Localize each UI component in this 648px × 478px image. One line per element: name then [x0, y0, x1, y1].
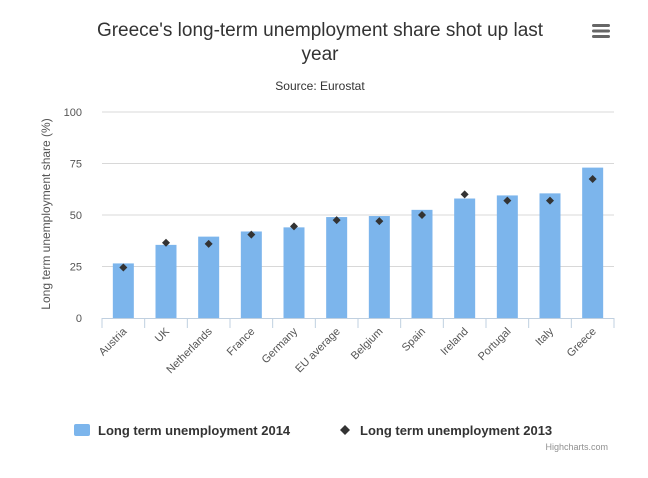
bar-uk[interactable]: [155, 244, 177, 318]
y-tick-label: 75: [70, 159, 82, 171]
x-tick-label: Portugal: [476, 326, 513, 363]
bar-italy[interactable]: [539, 193, 561, 318]
bar-greece[interactable]: [582, 167, 604, 318]
chart-title-line-2: year: [302, 44, 340, 65]
marker-austria[interactable]: [119, 263, 128, 272]
x-tick-label: Italy: [533, 325, 556, 348]
x-tick-label: Netherlands: [164, 325, 215, 376]
marker-belgium[interactable]: [375, 217, 384, 226]
bar-portugal[interactable]: [496, 195, 518, 318]
credits-link[interactable]: Highcharts.com: [545, 442, 608, 452]
bar-belgium[interactable]: [368, 216, 390, 318]
bar-ireland[interactable]: [454, 198, 476, 318]
marker-greece[interactable]: [588, 174, 597, 183]
y-tick-label: 50: [70, 210, 82, 222]
bar-france[interactable]: [240, 231, 262, 318]
marker-netherlands[interactable]: [204, 239, 213, 248]
x-tick-label: UK: [153, 325, 173, 345]
x-tick-label: France: [225, 326, 258, 359]
legend: Long term unemployment 2014 Long term un…: [74, 423, 552, 438]
y-tick-label: 0: [76, 313, 82, 325]
y-axis-label: Long term unemployment share (%): [39, 118, 53, 309]
bar-eu-average[interactable]: [326, 217, 348, 318]
marker-spain[interactable]: [418, 211, 426, 219]
hamburger-menu-icon[interactable]: [589, 20, 613, 40]
marker-uk[interactable]: [162, 238, 170, 247]
bar-spain[interactable]: [411, 209, 433, 318]
bar-series: [112, 167, 604, 318]
y-tick-label: 25: [70, 262, 82, 274]
marker-portugal[interactable]: [503, 196, 512, 205]
bar-germany[interactable]: [283, 227, 305, 318]
legend-item-2014[interactable]: Long term unemployment 2014: [74, 423, 291, 438]
legend-label-2013: Long term unemployment 2013: [360, 423, 552, 438]
grid-lines: [102, 111, 614, 267]
x-tick-label: Belgium: [349, 326, 386, 363]
marker-eu-average[interactable]: [332, 216, 341, 225]
x-axis: [101, 318, 615, 328]
x-tick-label: Germany: [260, 325, 301, 366]
marker-france[interactable]: [247, 230, 256, 239]
bar-austria[interactable]: [112, 263, 134, 318]
marker-germany[interactable]: [290, 222, 298, 231]
chart-title-line-1: Greece's long-term unemployment share sh…: [97, 20, 544, 41]
legend-label-2014: Long term unemployment 2014: [98, 423, 291, 438]
x-tick-label: Spain: [400, 326, 428, 354]
x-tick-label: Austria: [97, 325, 130, 358]
chart-subtitle: Source: Eurostat: [275, 79, 365, 93]
y-axis-ticks: 0 25 50 75 100: [64, 107, 82, 325]
legend-swatch-2014: [74, 424, 90, 436]
marker-ireland[interactable]: [460, 190, 469, 199]
y-tick-label: 100: [64, 107, 82, 119]
x-tick-label: EU average: [293, 326, 343, 376]
legend-item-2013[interactable]: Long term unemployment 2013: [340, 423, 552, 438]
x-tick-label: Ireland: [439, 326, 471, 358]
legend-marker-2013: [340, 425, 350, 435]
bar-netherlands[interactable]: [198, 236, 220, 318]
marker-italy[interactable]: [546, 196, 554, 205]
marker-series: [119, 174, 597, 272]
x-tick-label: Greece: [565, 326, 599, 360]
